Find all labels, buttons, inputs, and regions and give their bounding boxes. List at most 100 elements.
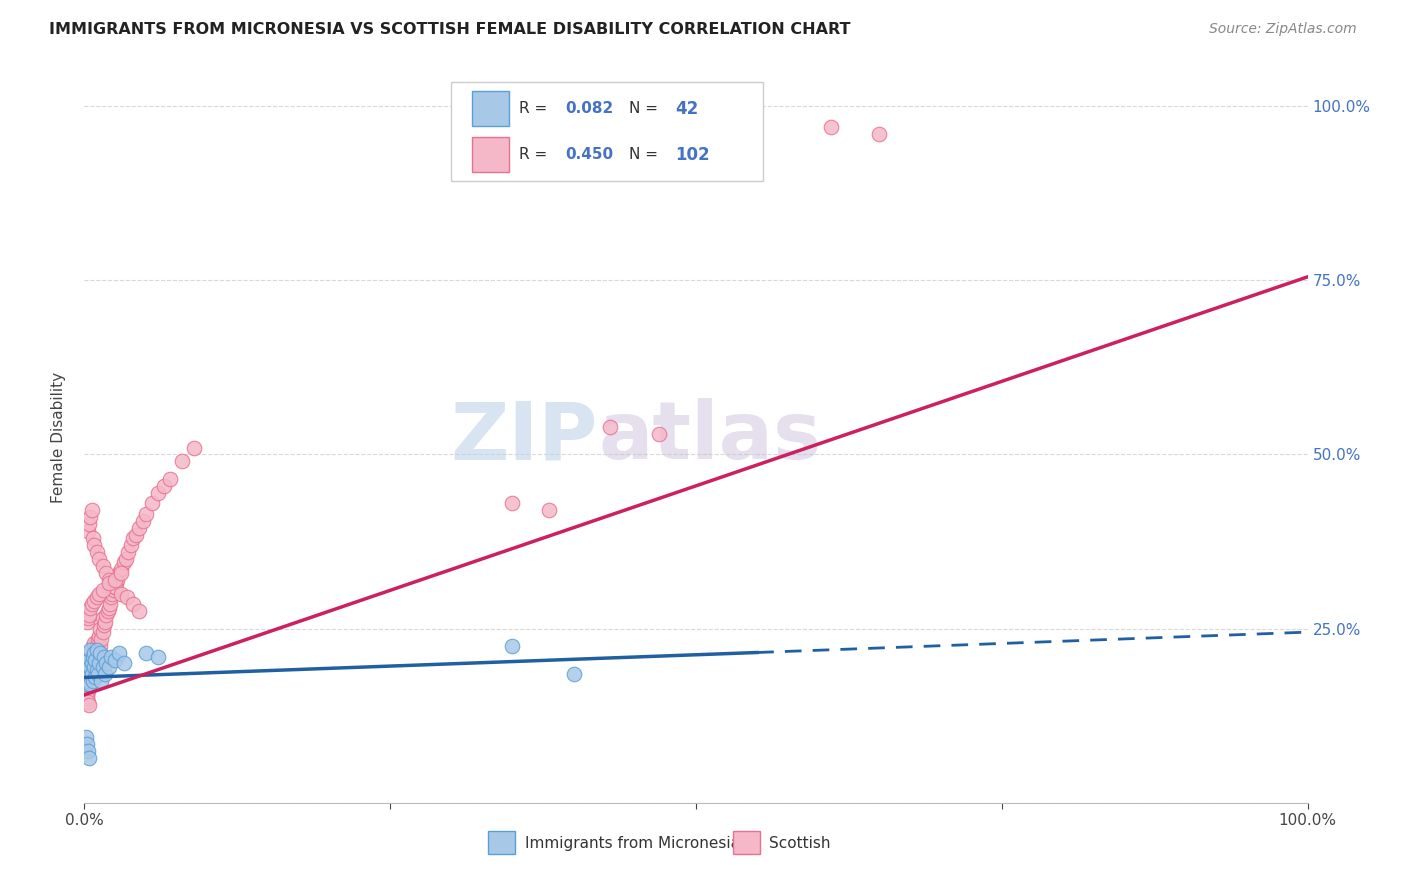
Point: [107, 646, 129, 660]
Point: [76, 673, 98, 688]
Point: [77, 517, 100, 532]
Point: [502, 639, 524, 653]
Point: [82, 667, 104, 681]
Text: ZIP: ZIP: [451, 398, 598, 476]
Point: [77, 670, 100, 684]
Point: [75, 667, 97, 681]
Point: [107, 566, 129, 580]
Text: Source: ZipAtlas.com: Source: ZipAtlas.com: [1209, 22, 1357, 37]
Point: [82, 639, 104, 653]
Point: [93, 649, 115, 664]
Point: [83, 660, 105, 674]
Point: [89, 646, 111, 660]
Point: [77, 670, 100, 684]
Point: [79, 642, 101, 657]
Bar: [733, 830, 759, 854]
Point: [90, 673, 112, 688]
Point: [76, 691, 98, 706]
Point: [75, 667, 97, 681]
Point: [89, 639, 111, 653]
Point: [153, 479, 176, 493]
Point: [75, 681, 97, 695]
Point: [77, 684, 100, 698]
Point: [97, 573, 120, 587]
Point: [77, 664, 100, 678]
Point: [87, 667, 110, 681]
Point: [122, 597, 145, 611]
Point: [83, 594, 105, 608]
Text: 0.082: 0.082: [565, 102, 613, 116]
Point: [112, 657, 135, 671]
Point: [110, 566, 132, 580]
Text: 102: 102: [675, 145, 710, 163]
Point: [135, 507, 157, 521]
Point: [159, 472, 181, 486]
Point: [96, 566, 118, 580]
Text: Scottish: Scottish: [769, 836, 831, 851]
Point: [91, 611, 114, 625]
Point: [77, 646, 100, 660]
Point: [87, 642, 110, 657]
FancyBboxPatch shape: [451, 82, 763, 181]
Point: [83, 664, 105, 678]
Point: [562, 667, 585, 681]
Point: [77, 611, 100, 625]
Point: [79, 673, 101, 688]
Point: [75, 730, 97, 744]
Point: [115, 591, 138, 605]
Point: [77, 743, 100, 757]
Text: atlas: atlas: [598, 398, 821, 476]
Point: [135, 646, 157, 660]
Point: [110, 587, 132, 601]
Point: [80, 670, 103, 684]
Point: [76, 660, 98, 674]
Point: [96, 607, 118, 622]
Point: [91, 583, 114, 598]
Point: [76, 677, 98, 691]
Point: [502, 496, 524, 510]
Point: [82, 531, 104, 545]
Point: [77, 524, 100, 538]
Point: [87, 587, 110, 601]
Point: [117, 545, 139, 559]
Point: [77, 677, 100, 691]
Point: [120, 538, 142, 552]
Point: [84, 670, 107, 684]
Point: [77, 673, 100, 688]
Point: [86, 653, 108, 667]
Point: [122, 531, 145, 545]
Point: [77, 664, 100, 678]
Point: [104, 580, 127, 594]
Point: [96, 657, 118, 671]
Point: [80, 597, 103, 611]
Point: [91, 660, 114, 674]
Point: [94, 667, 117, 681]
Point: [86, 591, 108, 605]
Point: [87, 632, 110, 646]
Point: [77, 750, 100, 764]
Text: R =: R =: [519, 147, 551, 162]
Point: [115, 552, 138, 566]
Point: [76, 657, 98, 671]
Bar: [472, 137, 509, 172]
Point: [141, 496, 163, 510]
Point: [104, 573, 127, 587]
Y-axis label: Female Disability: Female Disability: [51, 371, 66, 503]
Point: [75, 688, 97, 702]
Point: [87, 646, 110, 660]
Point: [820, 120, 842, 134]
Point: [97, 604, 120, 618]
Point: [77, 657, 100, 671]
Point: [80, 657, 103, 671]
Text: 42: 42: [675, 100, 699, 118]
Point: [86, 545, 108, 559]
Point: [87, 552, 110, 566]
Point: [83, 635, 105, 649]
Point: [100, 649, 122, 664]
Point: [89, 622, 111, 636]
Point: [125, 527, 148, 541]
Point: [79, 677, 101, 691]
Point: [77, 653, 100, 667]
Point: [97, 600, 120, 615]
Point: [86, 639, 108, 653]
